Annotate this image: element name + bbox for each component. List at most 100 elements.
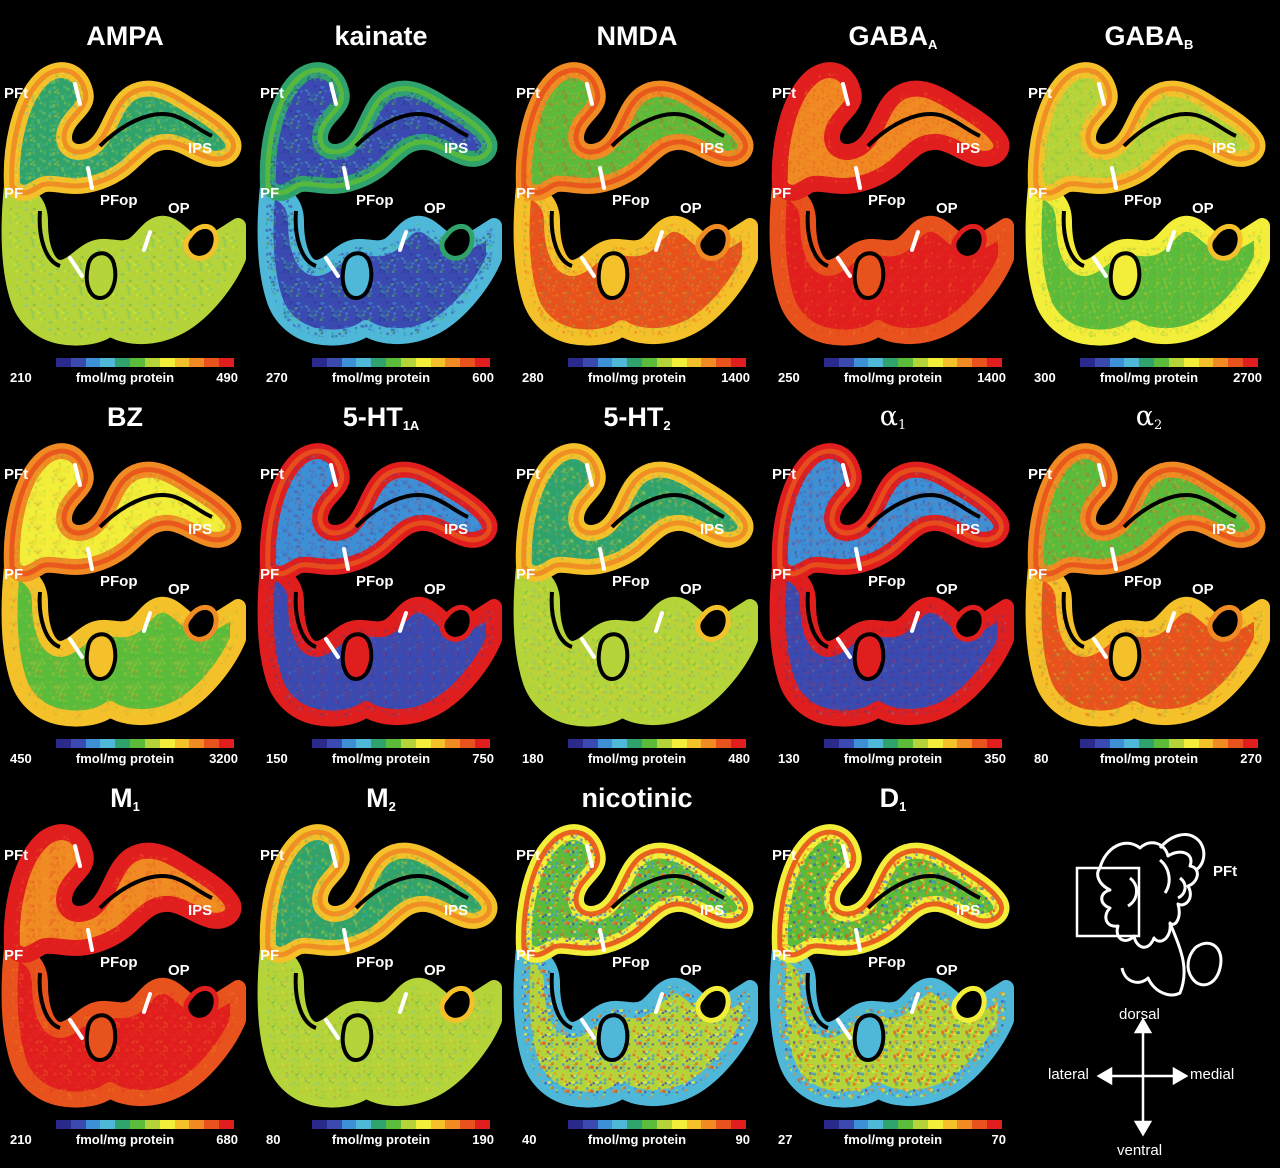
colorbar-swatch bbox=[972, 358, 988, 367]
panel-title-text: GABA bbox=[848, 21, 929, 51]
brain-slice-image bbox=[1, 62, 246, 346]
colorbar-swatch bbox=[174, 739, 190, 748]
region-label-pft: PFt bbox=[516, 466, 541, 483]
colorbar-scale: fmol/mg protein 180 480 bbox=[512, 751, 762, 767]
colorbar-swatch bbox=[1124, 739, 1140, 748]
colorbar-swatch bbox=[189, 358, 205, 367]
scale-unit: fmol/mg protein bbox=[331, 1132, 431, 1147]
colorbar-swatch bbox=[686, 1120, 702, 1129]
colorbar bbox=[1080, 358, 1258, 367]
colorbar-scale: fmol/mg protein 210 680 bbox=[0, 1132, 250, 1148]
scale-max: 490 bbox=[216, 370, 238, 385]
region-label-pft: PFt bbox=[260, 847, 285, 864]
orientation-lateral: lateral bbox=[1048, 1066, 1089, 1083]
orientation-inset: PFt dorsal ventral lateral medial bbox=[1030, 808, 1280, 1168]
scale-max: 190 bbox=[472, 1132, 494, 1147]
receptor-panel: NMDA PFt PF IPS PFop OP fmol/mg protein 280 1400 bbox=[512, 0, 762, 386]
colorbar-swatch bbox=[371, 1120, 387, 1129]
region-label-pft: PFt bbox=[4, 847, 29, 864]
region-label-pft: PFt bbox=[772, 85, 797, 102]
colorbar-swatch bbox=[927, 358, 943, 367]
colorbar-swatch bbox=[912, 739, 928, 748]
region-label-pfop: PFop bbox=[868, 573, 906, 590]
region-label-pf: PF bbox=[516, 185, 536, 202]
colorbar-scale: fmol/mg protein 150 750 bbox=[256, 751, 506, 767]
colorbar-swatch bbox=[686, 739, 702, 748]
colorbar-swatch bbox=[1228, 739, 1244, 748]
receptor-panel: M1 PFt PF IPS PFop OP fmol/mg protein 210 680 bbox=[0, 762, 250, 1148]
colorbar-swatch bbox=[1198, 739, 1214, 748]
orientation-arrows-icon bbox=[1096, 1017, 1189, 1137]
colorbar-swatch bbox=[701, 358, 717, 367]
panel-title-subscript: 2 bbox=[1153, 418, 1163, 433]
colorbar-swatch bbox=[927, 1120, 943, 1129]
region-label-pft: PFt bbox=[4, 85, 29, 102]
colorbar-swatch bbox=[883, 358, 899, 367]
colorbar-swatch bbox=[868, 739, 884, 748]
colorbar-swatch bbox=[838, 739, 854, 748]
colorbar bbox=[568, 1120, 746, 1129]
region-label-op: OP bbox=[424, 581, 446, 598]
region-label-pf: PF bbox=[260, 947, 280, 964]
panel-title: M2 bbox=[256, 782, 506, 823]
scale-max: 90 bbox=[735, 1132, 750, 1147]
colorbar-swatch bbox=[159, 739, 175, 748]
brain-slice-image bbox=[769, 62, 1014, 346]
colorbar-swatch bbox=[942, 739, 958, 748]
colorbar-swatch bbox=[987, 1120, 1002, 1129]
colorbar-swatch bbox=[868, 358, 884, 367]
colorbar-swatch bbox=[1168, 739, 1184, 748]
panel-title-subscript: 1A bbox=[402, 418, 420, 433]
colorbar-swatch bbox=[130, 1120, 145, 1129]
colorbar-swatch bbox=[898, 358, 913, 367]
colorbar-swatch bbox=[686, 358, 702, 367]
region-label-pf: PF bbox=[260, 566, 280, 583]
scale-min: 40 bbox=[522, 1132, 537, 1147]
colorbar-swatch bbox=[204, 739, 220, 748]
colorbar-swatch bbox=[898, 739, 913, 748]
scale-unit: fmol/mg protein bbox=[1099, 370, 1199, 385]
colorbar-swatch bbox=[312, 739, 327, 748]
receptor-panel: D1 PFt PF IPS PFop OP fmol/mg protein 27 70 bbox=[768, 762, 1018, 1148]
colorbar-swatch bbox=[174, 358, 190, 367]
brain-slice-image bbox=[1, 443, 246, 727]
brain-outline-icon bbox=[1075, 833, 1223, 997]
colorbar-swatch bbox=[386, 358, 401, 367]
panel-title-subscript: B bbox=[1184, 37, 1194, 52]
colorbar-swatch bbox=[1198, 358, 1214, 367]
colorbar bbox=[56, 1120, 234, 1129]
colorbar-swatch bbox=[597, 1120, 613, 1129]
region-label-pf: PF bbox=[4, 566, 24, 583]
colorbar-scale: fmol/mg protein 80 270 bbox=[1024, 751, 1274, 767]
colorbar-swatch bbox=[341, 739, 357, 748]
scale-unit: fmol/mg protein bbox=[331, 370, 431, 385]
panel-title: α2 bbox=[1024, 401, 1274, 442]
panel-title-text: α bbox=[1135, 401, 1154, 432]
colorbar-swatch bbox=[671, 358, 687, 367]
colorbar-swatch bbox=[883, 1120, 899, 1129]
region-label-ips: IPS bbox=[188, 902, 213, 919]
region-label-pf: PF bbox=[772, 185, 792, 202]
region-label-ips: IPS bbox=[956, 140, 981, 157]
scale-max: 350 bbox=[984, 751, 1006, 766]
colorbar-swatch bbox=[838, 358, 854, 367]
scale-min: 270 bbox=[266, 370, 288, 385]
colorbar-swatch bbox=[475, 358, 490, 367]
colorbar bbox=[56, 358, 234, 367]
receptor-panel: M2 PFt PF IPS PFop OP fmol/mg protein 80 190 bbox=[256, 762, 506, 1148]
colorbar-swatch bbox=[642, 358, 657, 367]
panel-title-subscript: 1 bbox=[897, 418, 907, 433]
region-label-pfop: PFop bbox=[100, 573, 138, 590]
colorbar-swatch bbox=[70, 1120, 86, 1129]
colorbar-swatch bbox=[1109, 358, 1125, 367]
scale-max: 70 bbox=[991, 1132, 1006, 1147]
colorbar-swatch bbox=[1124, 358, 1140, 367]
region-label-op: OP bbox=[168, 581, 190, 598]
colorbar-swatch bbox=[627, 1120, 643, 1129]
colorbar-swatch bbox=[326, 358, 342, 367]
region-label-pfop: PFop bbox=[100, 954, 138, 971]
colorbar-swatch bbox=[144, 358, 160, 367]
region-label-ips: IPS bbox=[700, 140, 725, 157]
colorbar-swatch bbox=[475, 739, 490, 748]
colorbar-swatch bbox=[1139, 739, 1155, 748]
